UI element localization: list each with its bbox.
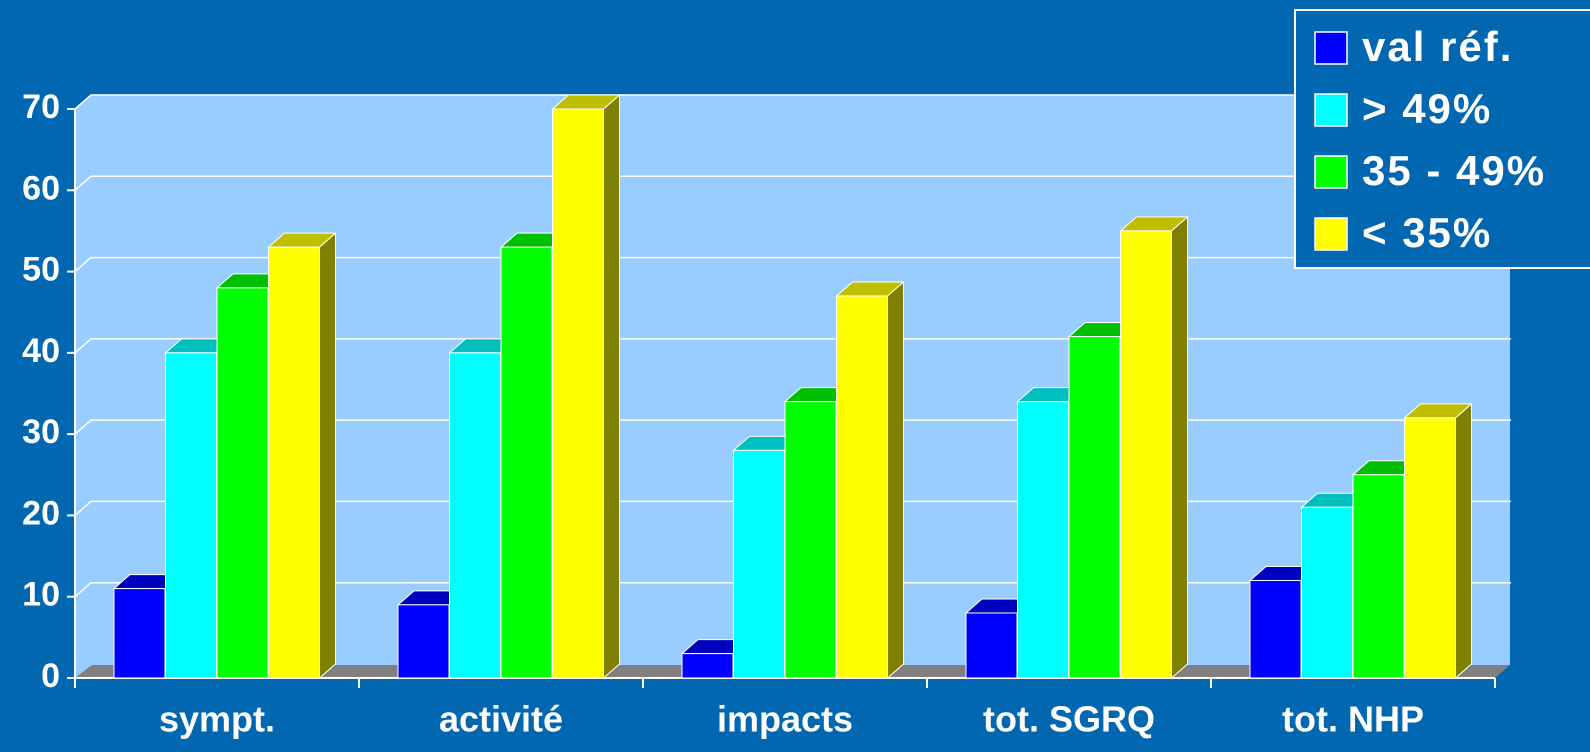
grid-line — [74, 256, 1511, 273]
x-tick-label: tot. NHP — [1282, 699, 1424, 740]
bar-side — [887, 280, 904, 680]
legend-label: < 35% — [1362, 209, 1492, 256]
grid-line — [74, 94, 1511, 110]
bar-side — [319, 232, 336, 680]
bar — [836, 295, 888, 679]
bar — [552, 108, 604, 679]
legend-label: > 49% — [1362, 85, 1492, 132]
bar — [268, 246, 320, 679]
bar — [1352, 474, 1405, 679]
legend-swatch — [1314, 31, 1348, 65]
grid-line — [74, 175, 1511, 191]
bar — [165, 352, 217, 679]
bar — [965, 612, 1018, 679]
bars — [112, 93, 1473, 680]
bar — [216, 287, 269, 679]
y-tick-label: 60 — [22, 169, 60, 207]
bar — [681, 653, 734, 679]
side-wall — [75, 95, 92, 678]
bar — [733, 449, 785, 679]
legend-swatch — [1314, 217, 1348, 251]
x-tick-label: sympt. — [159, 699, 275, 740]
x-tick-label: activité — [439, 699, 563, 740]
y-tick-label: 50 — [22, 251, 60, 289]
y-tick-label: 30 — [22, 413, 60, 451]
y-tick-label: 0 — [41, 657, 60, 695]
bar — [113, 588, 166, 679]
legend-swatch — [1314, 155, 1348, 189]
bar-side — [1171, 215, 1188, 680]
y-tick-label: 70 — [22, 88, 60, 126]
bar-side — [1455, 402, 1472, 680]
x-tick-label: tot. SGRQ — [983, 699, 1155, 740]
y-tick-label: 10 — [22, 576, 60, 614]
bar — [1249, 579, 1302, 679]
bar-side — [603, 93, 620, 680]
bar — [1017, 401, 1069, 679]
bar — [397, 604, 450, 679]
bar — [1301, 506, 1353, 679]
grid-line — [74, 338, 1511, 354]
bar — [1120, 230, 1172, 679]
legend-label: val réf. — [1362, 23, 1513, 70]
bar — [784, 401, 837, 679]
legend-label: 35 - 49% — [1362, 147, 1546, 194]
bar — [449, 352, 501, 679]
bar — [1404, 417, 1456, 679]
y-tick-label: 20 — [22, 494, 60, 532]
x-tick-label: impacts — [717, 699, 853, 740]
y-tick-label: 40 — [22, 332, 60, 370]
legend: val réf. > 49% 35 - 49% < 35% — [1314, 23, 1546, 256]
legend-swatch — [1314, 93, 1348, 127]
bar — [1068, 336, 1121, 679]
bar — [500, 246, 553, 679]
